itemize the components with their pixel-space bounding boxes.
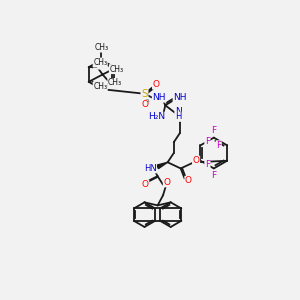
Text: NH: NH [152,93,166,102]
Text: CH₃: CH₃ [108,79,122,88]
Text: H: H [144,164,151,173]
Text: O: O [153,80,160,89]
Text: NH: NH [173,93,187,102]
Text: H₂N: H₂N [148,112,165,121]
Text: H: H [175,112,182,121]
Text: F: F [205,137,210,146]
Text: CH₃: CH₃ [93,58,107,67]
Text: N: N [150,164,156,173]
Text: F: F [211,126,216,135]
Text: F: F [211,171,216,180]
Text: O: O [163,178,170,187]
Text: CH₃: CH₃ [93,82,107,91]
Text: N: N [175,107,182,116]
Text: O: O [141,100,148,109]
Text: O: O [98,59,106,69]
Text: S: S [141,89,148,99]
Text: CH₃: CH₃ [110,64,124,74]
Text: O: O [185,176,192,185]
Text: F: F [216,141,221,150]
Text: O: O [193,156,200,165]
Text: O: O [142,180,149,189]
Polygon shape [157,162,168,169]
Text: CH₃: CH₃ [94,43,109,52]
Text: F: F [205,160,210,169]
